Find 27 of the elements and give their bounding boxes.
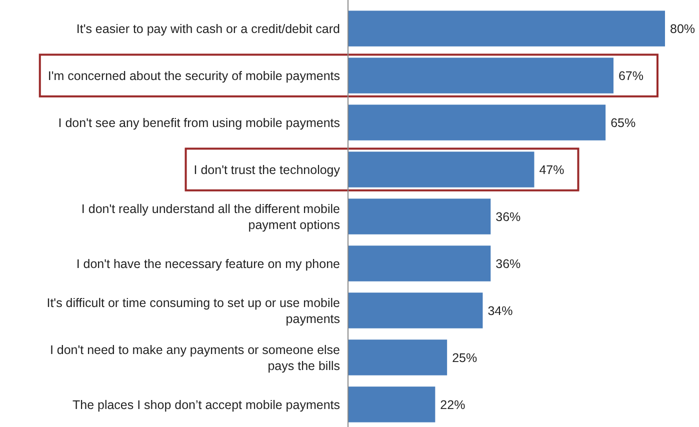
bar [348,246,491,282]
y-tick-label: It's difficult or time consuming to set up or use mobile payments [46,296,340,326]
y-tick-label: I don't need to make any payments or someone else pays the bills [50,342,340,373]
data-label: 80% [670,22,696,36]
data-label: 47% [539,163,564,178]
bar [348,292,483,328]
bar [348,386,436,422]
data-label: 25% [452,350,478,365]
y-tick-label: I don't have the necessary feature on my phone [76,256,340,271]
bar [348,152,534,188]
data-label: 65% [610,116,636,130]
y-tick-label: It's easier to pay with cash or a credit/debit card [76,22,340,36]
bar [348,104,606,140]
y-tick-label: I don't see any benefit from using mobile payments [58,116,340,130]
data-label: 36% [496,210,521,224]
data-label: 36% [496,256,521,271]
data-label: 22% [440,398,466,412]
data-label: 67% [618,69,644,84]
bar [348,10,665,46]
bar [348,58,614,94]
y-tick-label: I'm concerned about the security of mobile payments [48,69,340,84]
bar [348,198,491,234]
data-label: 34% [488,304,513,318]
y-tick-label: I don't trust the technology [194,163,341,178]
bar [348,340,448,376]
y-tick-label: I don't really understand all the different mobile payment options [81,202,340,232]
y-tick-label: The places I shop don’t accept mobile payments [72,398,340,412]
